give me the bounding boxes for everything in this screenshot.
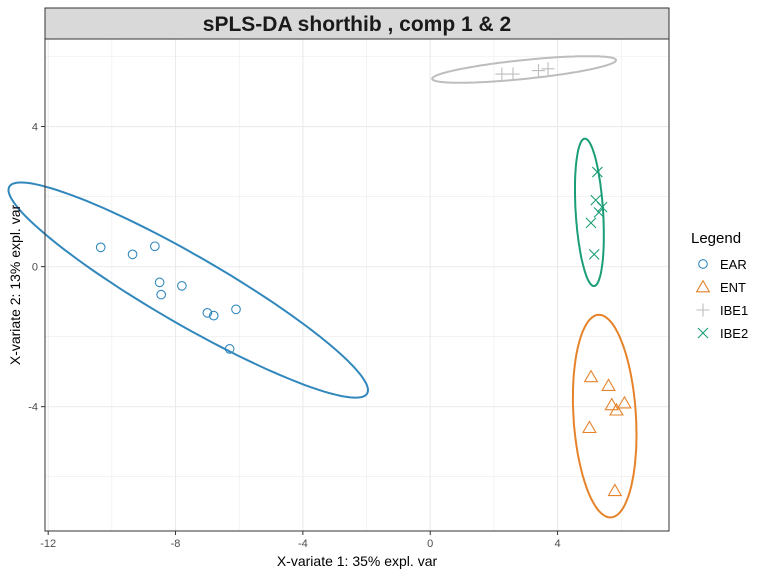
point-ibe2: [588, 248, 600, 260]
plot-panel-border: [44, 38, 670, 532]
title-strip: [44, 7, 670, 40]
legend-key-ear: [698, 259, 708, 269]
y-axis-ticks: -4 0 4: [28, 122, 45, 414]
point-ent: [617, 395, 632, 409]
legend-label-ent: ENT: [720, 280, 746, 295]
x-axis-title: X-variate 1: 35% expl. var: [277, 553, 438, 569]
x-axis-ticks: -12 -8 -4 0 4: [40, 531, 561, 550]
point-ibe1: [541, 62, 555, 76]
point-ear: [95, 242, 106, 253]
x-tick-label: 4: [555, 538, 561, 550]
chart-title: sPLS-DA shorthib , comp 1 & 2: [203, 13, 511, 36]
point-ent: [582, 420, 597, 434]
data-points: [95, 62, 632, 497]
legend-label-ibe2: IBE2: [720, 326, 748, 341]
legend-title: Legend: [691, 230, 741, 247]
point-ear: [156, 289, 167, 300]
x-tick-label: -4: [298, 538, 308, 550]
point-ibe2: [596, 201, 608, 213]
ellipse-ent: [571, 313, 638, 519]
x-tick-label: -8: [171, 538, 181, 550]
point-ear: [127, 249, 138, 260]
point-ear: [208, 310, 219, 321]
point-ibe1: [531, 64, 545, 78]
y-tick-label: -4: [28, 402, 38, 414]
point-ibe1: [495, 67, 509, 81]
point-ibe1: [506, 67, 520, 81]
point-ear: [177, 281, 187, 291]
point-ear: [231, 304, 241, 315]
point-ear: [154, 277, 165, 288]
legend-label-ear: EAR: [720, 257, 747, 272]
legend-key-ibe2: [697, 327, 709, 339]
point-ear: [202, 307, 213, 318]
ellipse-ear: [7, 181, 370, 399]
ellipse-ibe1: [431, 55, 618, 84]
y-axis-title: X-variate 2: 13% expl. var: [7, 205, 23, 366]
legend-key-ent: [695, 279, 711, 293]
point-ent: [583, 369, 599, 383]
x-tick-label: -12: [40, 538, 56, 550]
y-tick-label: 4: [32, 122, 38, 134]
point-ibe2: [585, 217, 597, 229]
point-ent: [601, 378, 616, 392]
y-tick-label: 0: [32, 262, 38, 274]
x-tick-label: 0: [427, 538, 433, 550]
point-ear: [224, 344, 235, 354]
point-ear: [149, 241, 160, 252]
grid-lines: [45, 39, 669, 531]
ellipse-ibe2: [574, 137, 605, 287]
point-ibe2: [591, 166, 603, 178]
point-ibe2: [593, 206, 605, 218]
confidence-ellipses: [7, 55, 638, 519]
point-ent: [607, 483, 623, 497]
legend-key-ibe1: [696, 303, 710, 317]
point-ent: [604, 397, 620, 411]
legend: EAR ENT IBE1 IBE2: [695, 257, 748, 341]
point-ent: [609, 402, 624, 416]
legend-label-ibe1: IBE1: [720, 303, 748, 318]
